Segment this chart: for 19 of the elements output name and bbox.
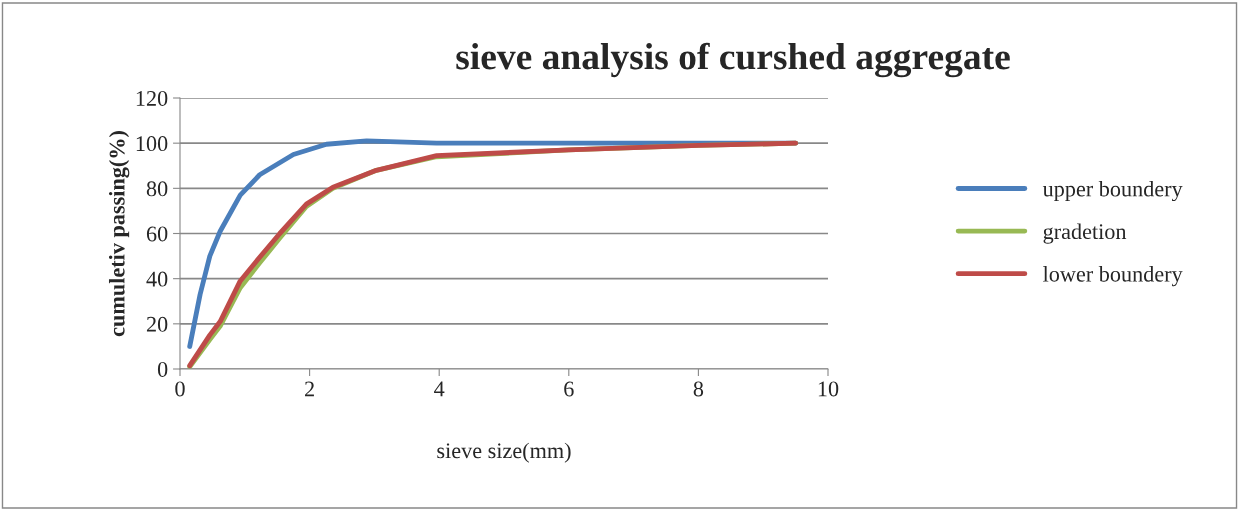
y-tick-label: 80 [146, 181, 168, 197]
x-tick-label: 2 [305, 381, 314, 397]
y-tick-label: 60 [146, 226, 168, 242]
legend-label: gradetion [1043, 223, 1127, 244]
y-tick-label: 40 [146, 271, 168, 287]
x-tick-label: 0 [175, 381, 185, 397]
legend-label: upper boundery [1042, 180, 1183, 202]
x-tick-label: 4 [434, 381, 445, 397]
y-tick-label: 120 [136, 90, 168, 106]
y-tick-label: 20 [146, 316, 168, 332]
legend-label: lower boundery [1043, 266, 1183, 287]
chart-title: sieve analysis of curshed aggregate [456, 42, 1010, 78]
y-tick-label: 0 [157, 361, 168, 377]
x-tick-label: 8 [693, 381, 704, 397]
x-tick-label: 6 [564, 381, 574, 397]
y-axis-title: cumuletiv passing(%) [108, 131, 130, 337]
x-tick-label: 10 [818, 381, 839, 397]
x-axis-title: sieve size(mm) [437, 442, 571, 463]
y-tick-label: 100 [136, 136, 168, 152]
